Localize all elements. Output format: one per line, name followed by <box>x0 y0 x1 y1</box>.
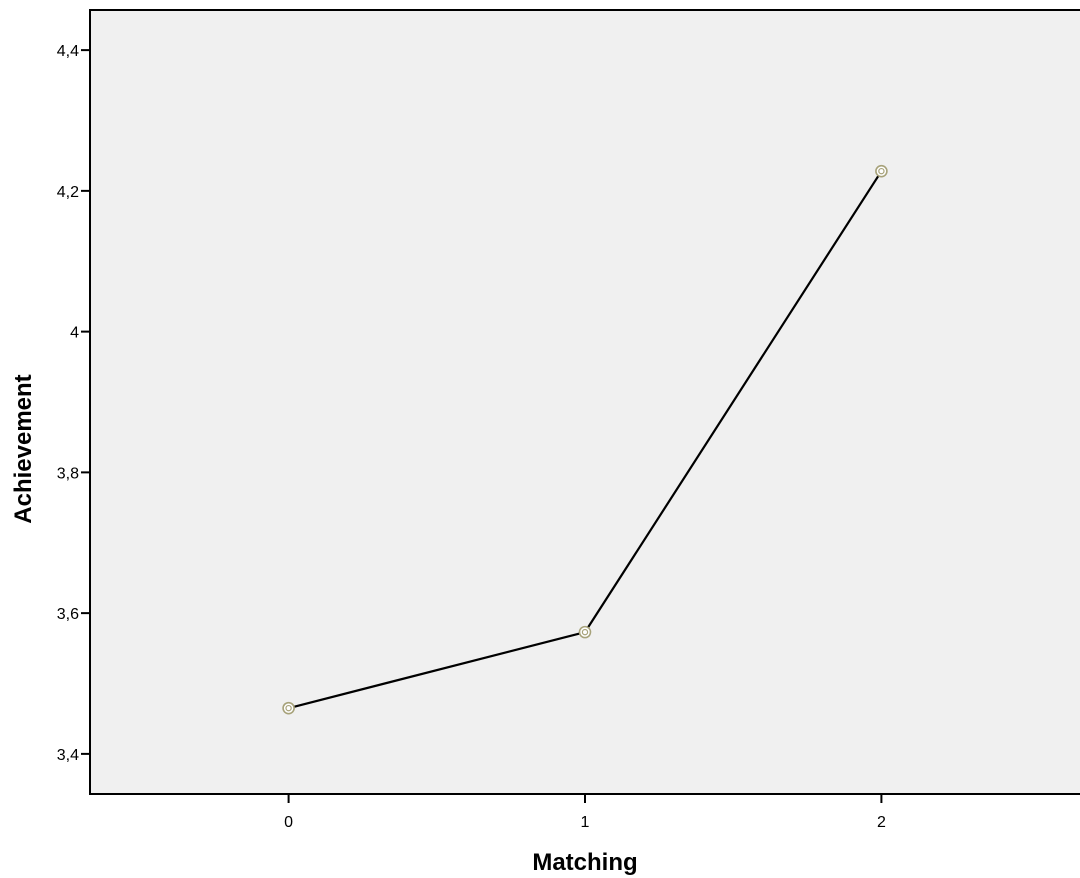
x-tick-label: 1 <box>581 814 590 831</box>
series-layer <box>282 164 888 715</box>
plot-area <box>89 9 1080 795</box>
data-point-marker <box>578 625 592 639</box>
y-tick-label: 3,8 <box>57 465 79 482</box>
data-point-marker-inner <box>878 167 885 175</box>
data-point-marker-inner <box>285 704 292 712</box>
y-tick-label: 3,4 <box>57 747 79 764</box>
data-point-marker <box>875 164 888 178</box>
x-tick-label: 0 <box>284 814 293 831</box>
y-axis-title: Achievement <box>10 374 37 523</box>
y-tick-label: 3,6 <box>57 606 79 623</box>
x-axis-ticks: 0 1 2 <box>284 794 886 831</box>
x-axis-title: Matching <box>532 849 637 876</box>
data-point-marker-inner <box>581 628 589 636</box>
data-point-marker <box>282 701 295 715</box>
x-tick-label: 2 <box>877 814 886 831</box>
y-tick-label: 4 <box>70 325 79 342</box>
y-tick-label: 4,4 <box>57 43 79 60</box>
y-tick-label: 4,2 <box>57 184 79 201</box>
y-axis-ticks: 3,4 3,6 3,8 4 4,2 4,4 <box>57 43 90 764</box>
